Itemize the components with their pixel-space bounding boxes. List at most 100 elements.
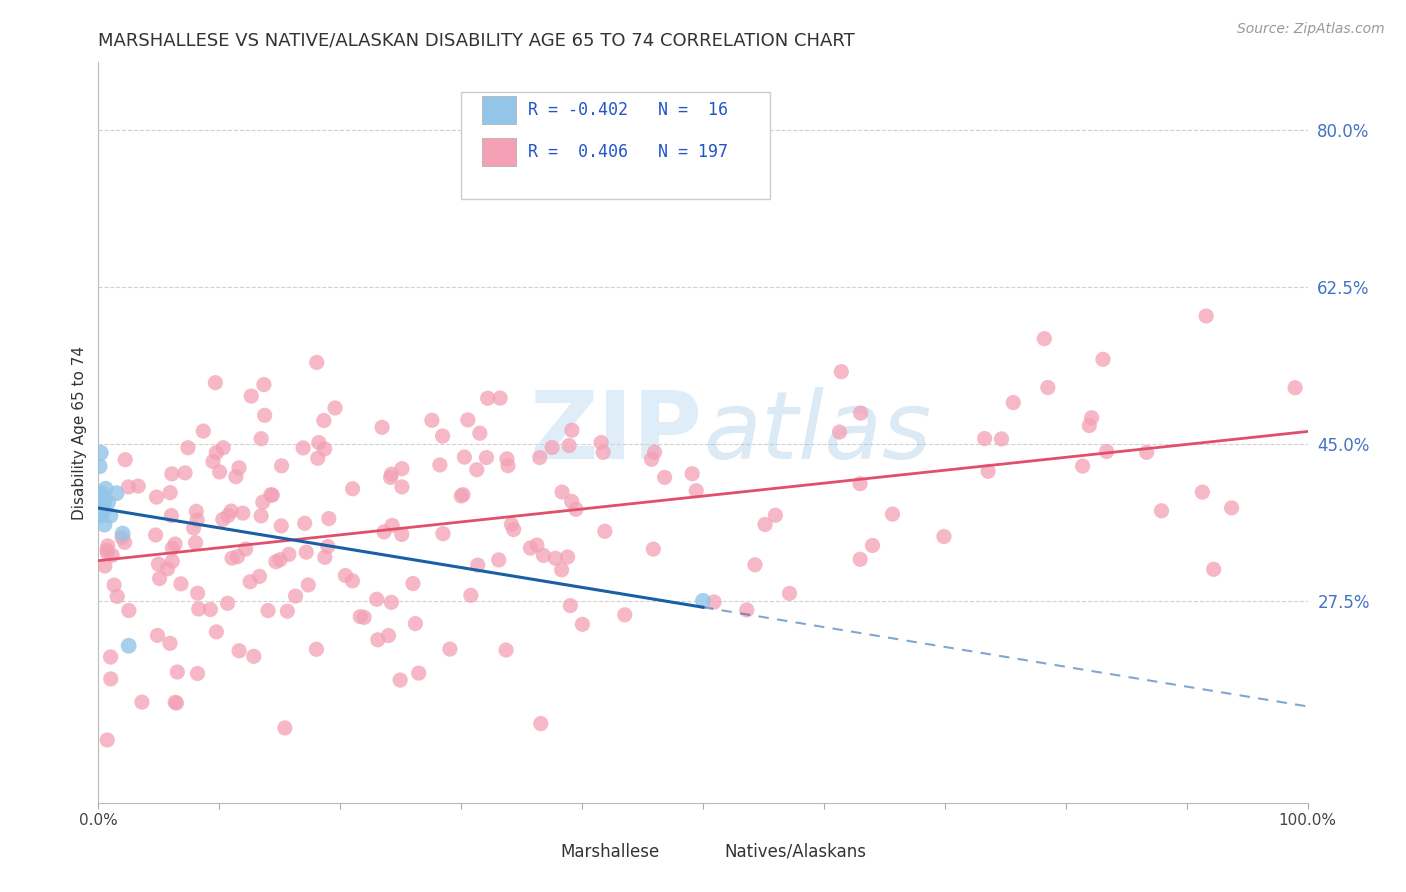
Point [96,543,118,558]
Point [118,603,141,617]
Point [160,508,183,523]
Point [882,507,904,521]
Point [439,642,461,657]
Point [560,599,582,613]
Point [692,594,714,608]
Point [342,482,364,496]
Point [366,592,388,607]
Point [565,502,588,516]
Point [284,589,307,603]
Point [457,413,479,427]
Point [101,549,124,563]
Point [557,549,579,564]
Point [429,458,451,472]
Point [226,549,249,564]
Point [391,527,413,541]
Point [530,716,553,731]
Point [558,438,581,452]
Point [100,650,122,665]
Point [754,517,776,532]
Point [219,504,242,518]
Point [146,628,169,642]
Point [103,578,125,592]
Point [193,424,215,438]
Point [235,541,257,556]
Point [402,576,425,591]
Point [159,636,181,650]
FancyBboxPatch shape [482,95,516,124]
Point [170,577,193,591]
Point [389,673,412,687]
Point [228,460,250,475]
Point [274,721,297,735]
Point [156,562,179,576]
Point [205,624,228,639]
Point [1071,459,1094,474]
Point [391,480,413,494]
Point [450,489,472,503]
Point [253,409,276,423]
Point [174,466,197,480]
Point [496,451,519,466]
Point [249,569,271,583]
Text: atlas: atlas [703,387,931,478]
Point [420,413,443,427]
Point [127,479,149,493]
Point [613,607,636,622]
Point [381,518,404,533]
Point [217,508,239,523]
Point [654,470,676,484]
Point [111,531,134,545]
Point [232,506,254,520]
Point [184,535,207,549]
Point [94,558,117,573]
Point [465,463,488,477]
Point [544,551,567,566]
Point [277,547,299,561]
Point [451,488,474,502]
Point [159,485,181,500]
Point [94,482,117,496]
Point [131,695,153,709]
Point [97,539,120,553]
Point [453,450,475,464]
Text: R =  0.406   N = 197: R = 0.406 N = 197 [527,143,728,161]
Point [186,513,208,527]
Point [211,512,233,526]
Point [89,459,111,474]
Point [849,552,872,566]
Point [849,406,872,420]
Point [1284,381,1306,395]
Point [529,450,551,465]
Point [367,632,389,647]
Point [270,519,292,533]
Point [177,441,200,455]
Point [145,528,167,542]
Point [735,603,758,617]
Point [305,642,328,657]
Point [295,545,318,559]
Y-axis label: Disability Age 65 to 74: Disability Age 65 to 74 [72,345,87,520]
Point [703,595,725,609]
Point [270,458,292,473]
Point [186,504,208,518]
Point [432,429,454,443]
Point [264,555,287,569]
Point [496,458,519,473]
Point [148,557,170,571]
Point [335,568,357,582]
Point [849,476,872,491]
Point [990,432,1012,446]
Point [1191,485,1213,500]
Point [252,495,274,509]
Point [97,495,120,509]
Point [91,486,114,500]
Point [118,639,141,653]
Text: R = -0.402   N =  16: R = -0.402 N = 16 [527,101,728,119]
Point [217,596,239,610]
Point [1091,352,1114,367]
Point [100,508,122,523]
Text: Source: ZipAtlas.com: Source: ZipAtlas.com [1237,22,1385,37]
Point [221,551,243,566]
Point [276,604,298,618]
